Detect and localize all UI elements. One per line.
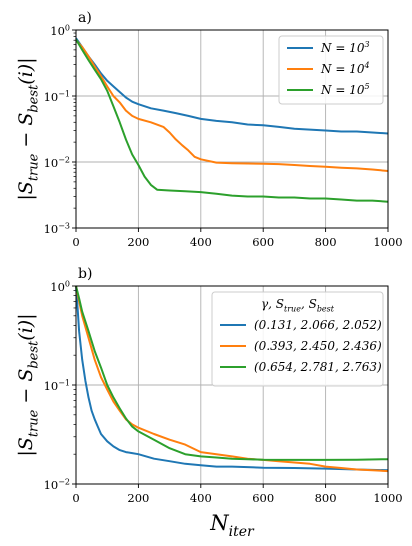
legend: γ, Strue, Sbest (0.131, 2.066, 2.052) (0.3…: [211, 291, 384, 387]
panel-a: 0 200 400 600 800 1000 10−3 10−2 10−1 100 a) |Strue…: [15, 10, 403, 249]
x-tick-label: 600: [252, 235, 274, 249]
x-tick-label: 800: [315, 235, 337, 249]
series-line-1: [75, 285, 389, 472]
legend-entry-2: (0.393, 2.450, 2.436): [254, 339, 382, 353]
x-tick-label: 0: [72, 235, 79, 249]
series-line-2: [75, 39, 389, 172]
x-tick-label: 400: [190, 491, 212, 505]
y-tick-label: 10−1: [44, 378, 70, 393]
legend-entry-1: (0.131, 2.066, 2.052): [254, 318, 382, 332]
x-tick-label: 200: [127, 491, 149, 505]
series-line-2: [75, 285, 389, 473]
x-tick-label: 400: [190, 235, 212, 249]
x-tick-label: 200: [127, 235, 149, 249]
panel-b: 0 200 400 600 800 1000 10−2 10−1 100 b) |Strue − S…: [15, 266, 403, 540]
y-tick-label: 10−2: [44, 155, 70, 170]
legend: N = 103 N = 104 N = 105: [278, 35, 384, 105]
y-axis-label: |Strue − Sbest(i)|: [15, 57, 41, 200]
legend-entry-3: (0.654, 2.781, 2.763): [254, 360, 382, 374]
y-axis-label: |Strue − Sbest(i)|: [15, 313, 41, 456]
x-axis-label: Niter: [209, 511, 255, 540]
y-tick-label: 10−3: [44, 221, 70, 236]
panel-label: b): [78, 266, 92, 282]
x-tick-label: 0: [72, 491, 79, 505]
series-line-3: [75, 285, 389, 461]
legend-box: [211, 291, 384, 387]
legend-entry-2: N = 104: [320, 61, 370, 76]
x-tick-label: 800: [315, 491, 337, 505]
legend-entry-3: N = 105: [320, 82, 370, 97]
series-line-3: [75, 38, 389, 203]
panel-label: a): [78, 10, 92, 26]
series-line-1: [75, 37, 389, 135]
x-tick-label: 1000: [373, 235, 402, 249]
y-tick-label: 10−2: [44, 477, 70, 492]
y-tick-label: 100: [50, 279, 70, 294]
legend-entry-1: N = 103: [320, 40, 370, 55]
y-tick-label: 100: [50, 23, 70, 38]
x-tick-label: 600: [252, 491, 274, 505]
legend-box: [278, 35, 384, 105]
plot-frame: [75, 29, 389, 229]
y-tick-label: 10−1: [44, 89, 70, 104]
legend-title: γ, Strue, Sbest: [261, 297, 335, 313]
x-tick-label: 1000: [373, 491, 402, 505]
